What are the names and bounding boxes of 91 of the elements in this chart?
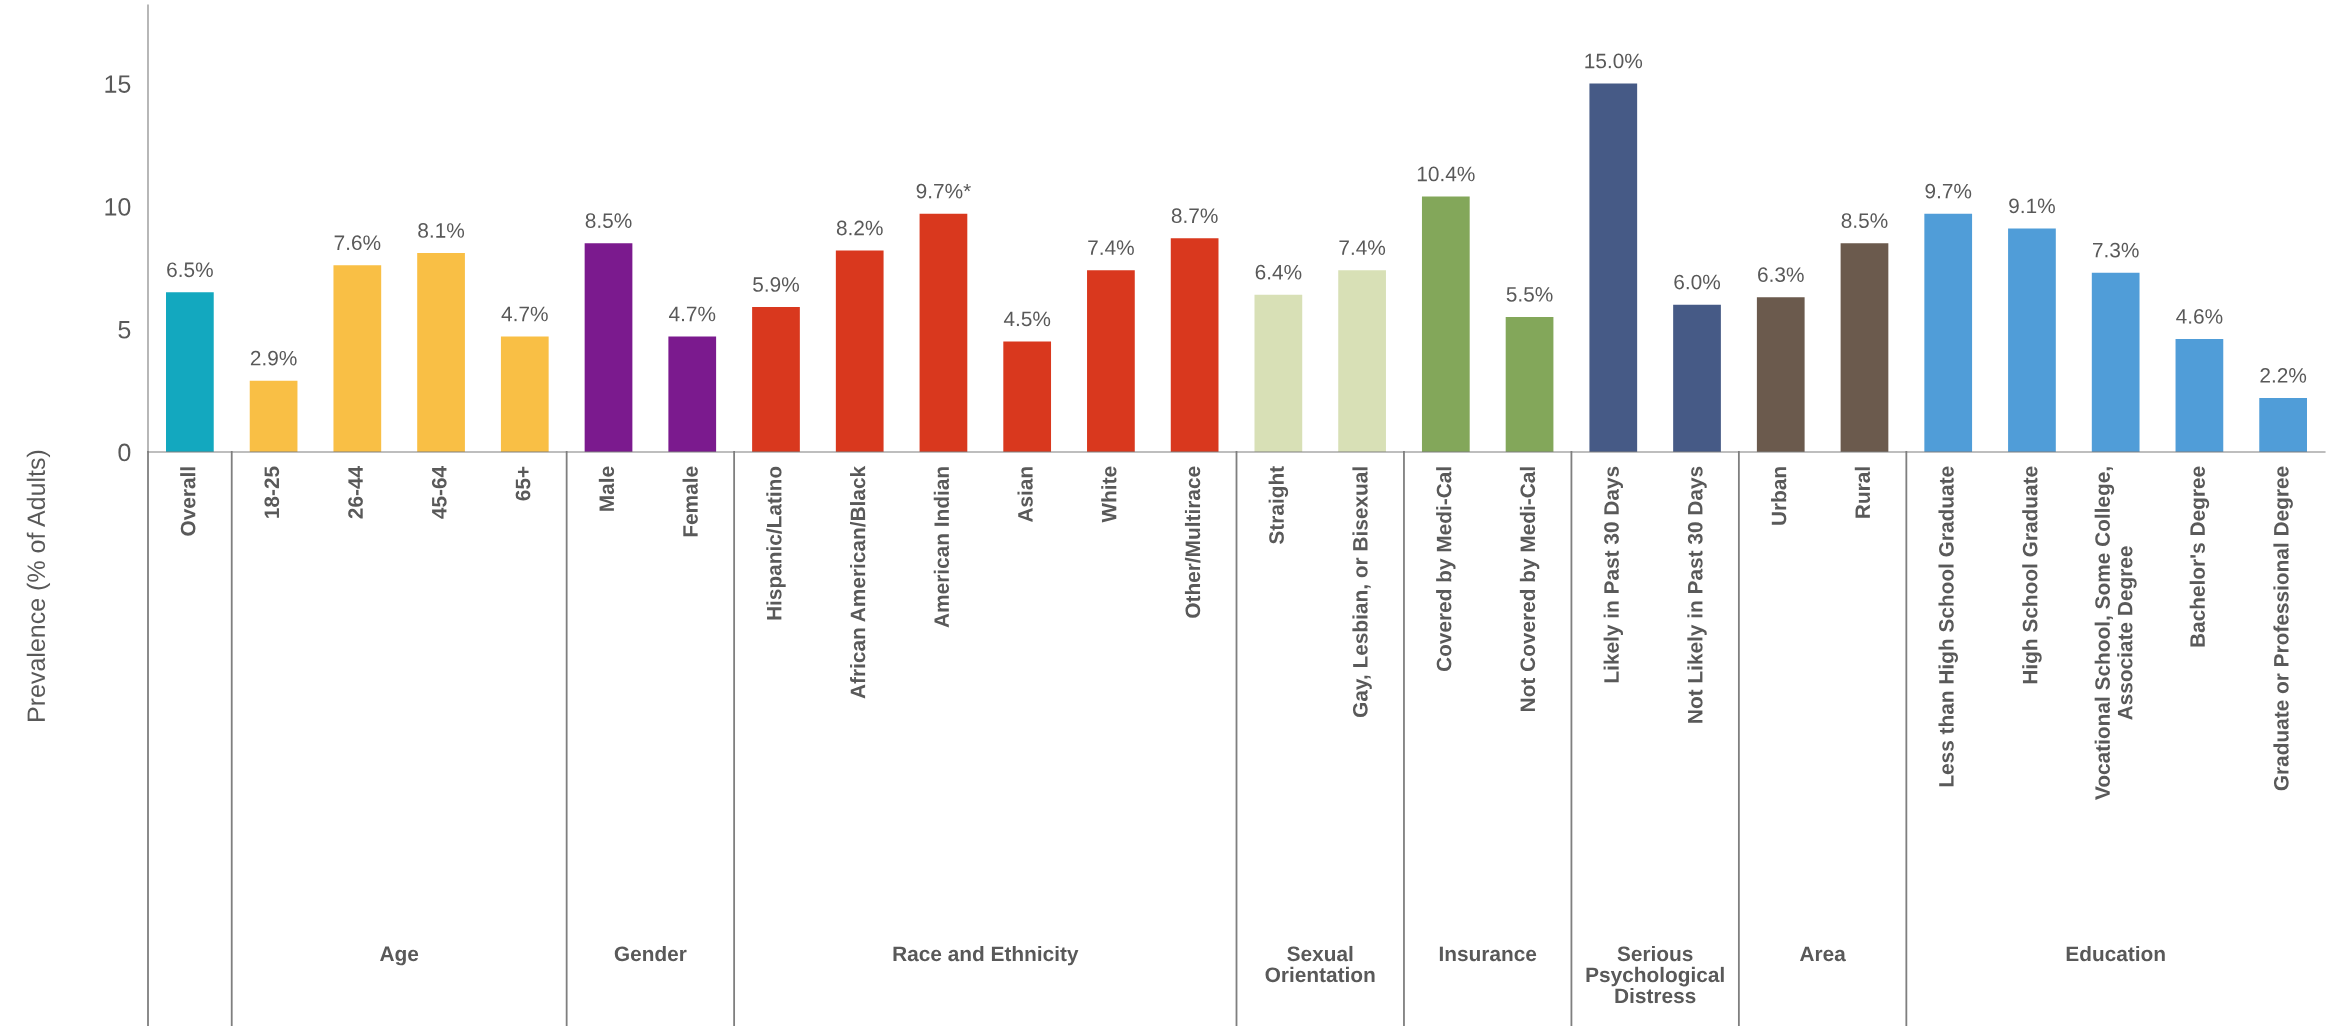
- x-tick-label: Covered by Medi-Cal: [1436, 467, 1456, 672]
- y-tick-label: 10: [105, 198, 131, 216]
- data-label: 8.1%: [418, 223, 465, 238]
- bar: [249, 380, 298, 452]
- x-tick-label: Less than High School Graduate: [1938, 466, 1958, 787]
- x-tick-label: Other/Multirace: [1184, 466, 1201, 618]
- bar: [417, 253, 465, 452]
- data-label: 6.5%: [167, 262, 213, 278]
- data-label: 5.9%: [753, 277, 799, 292]
- bar: [668, 336, 717, 452]
- bar: [835, 250, 884, 452]
- x-tick-label: Bachelor's Degree: [2189, 466, 2210, 647]
- text: Race and Ethnicity: [893, 945, 1079, 966]
- data-label: 8.7%: [1171, 208, 1218, 224]
- bar: [2175, 339, 2224, 452]
- data-label: 8.5%: [585, 213, 632, 229]
- data-label: 7.6%: [334, 235, 381, 251]
- bar: [752, 307, 800, 452]
- bar: [1924, 213, 1973, 452]
- bar: [2259, 397, 2307, 452]
- bar: [1756, 297, 1805, 452]
- text: Area: [1799, 946, 1846, 962]
- data-label: 7.4%: [1339, 240, 1386, 255]
- data-label: 2.2%: [2260, 367, 2307, 383]
- bar: [1589, 83, 1638, 452]
- text: Gender: [614, 945, 687, 962]
- text: Education: [2066, 945, 2165, 962]
- data-label: 2.9%: [250, 350, 297, 366]
- x-tick-label: Hispanic/Latino: [766, 466, 786, 620]
- x-tick-label: Gay, Lesbian, or Bisexual: [1352, 467, 1372, 718]
- bar: [1338, 270, 1386, 452]
- x-tick-label: Likely in Past 30 Days: [1603, 466, 1623, 683]
- y-axis-title: Prevalence (% of Adults): [26, 450, 51, 721]
- data-label: 4.7%: [501, 306, 548, 322]
- y-tick-label: 15: [105, 75, 131, 93]
- x-tick-label: Not Covered by Medi-Cal: [1519, 467, 1540, 712]
- data-label: 4.6%: [2176, 309, 2223, 324]
- bar: [1421, 196, 1470, 452]
- x-tick-label: 26-44: [348, 466, 363, 519]
- x-tick-label: High School Graduate: [2022, 466, 2042, 684]
- x-tick-label: 18-25: [264, 466, 280, 518]
- data-label: 7.4%: [1088, 240, 1134, 255]
- data-label: 8.2%: [836, 220, 883, 236]
- x-tick-label: Male: [598, 466, 615, 511]
- x-tick-label: Urban: [1771, 467, 1787, 525]
- data-label: 7.3%: [2093, 242, 2139, 258]
- data-label: 6.3%: [1758, 267, 1804, 283]
- x-tick-label: American Indian: [933, 467, 950, 628]
- data-label: 15.0%: [1585, 53, 1643, 69]
- text: Serious Psychological Distress: [1586, 945, 1724, 1004]
- data-label: 5.5%: [1506, 287, 1553, 302]
- data-label: 8.5%: [1841, 213, 1888, 229]
- text: Insurance: [1439, 946, 1537, 962]
- x-tick-label: Not Likely in Past 30 Days: [1687, 466, 1707, 723]
- bar: [1673, 304, 1721, 452]
- x-tick-label: African American/Black: [850, 465, 866, 699]
- x-tick-label: Vocational School, Some College, Associate Degree: [2094, 467, 2137, 800]
- bar: [333, 265, 382, 452]
- text: Age: [380, 946, 419, 966]
- x-tick-label: Graduate or Professional Degree: [2273, 466, 2293, 791]
- x-tick-label: Rural: [1854, 467, 1871, 518]
- bar: [1003, 341, 1052, 452]
- data-label: 9.7%*: [916, 183, 971, 199]
- bar: [500, 336, 549, 452]
- x-tick-label: Asian: [1017, 467, 1033, 523]
- x-tick-label: 65+: [515, 466, 531, 501]
- data-label: 10.4%: [1417, 166, 1475, 182]
- bar: [919, 213, 968, 452]
- data-label: 6.4%: [1255, 264, 1302, 280]
- bar: [166, 292, 214, 452]
- text: Sexual Orientation: [1265, 945, 1375, 983]
- x-tick-label: Straight: [1268, 466, 1289, 544]
- data-label: 9.7%: [1925, 183, 1972, 199]
- data-label: 9.1%: [2009, 198, 2055, 214]
- x-tick-label: Female: [682, 466, 698, 537]
- bar: [2008, 228, 2056, 452]
- bar: [1170, 238, 1219, 452]
- bar: [1087, 270, 1135, 452]
- y-tick-label: 5: [118, 321, 131, 339]
- bar: [1254, 294, 1303, 452]
- data-label: 6.0%: [1674, 274, 1721, 290]
- x-tick-label: White: [1101, 466, 1117, 523]
- bar: [1840, 243, 1889, 452]
- bar: [2091, 272, 2140, 452]
- data-label: 4.5%: [1003, 311, 1051, 327]
- x-tick-label: 45-64: [431, 466, 447, 519]
- y-tick-label: 0: [118, 443, 131, 462]
- bar: [584, 243, 633, 452]
- bar: [1505, 316, 1554, 452]
- data-label: 4.7%: [668, 306, 716, 322]
- x-tick-label: Overall: [180, 467, 196, 536]
